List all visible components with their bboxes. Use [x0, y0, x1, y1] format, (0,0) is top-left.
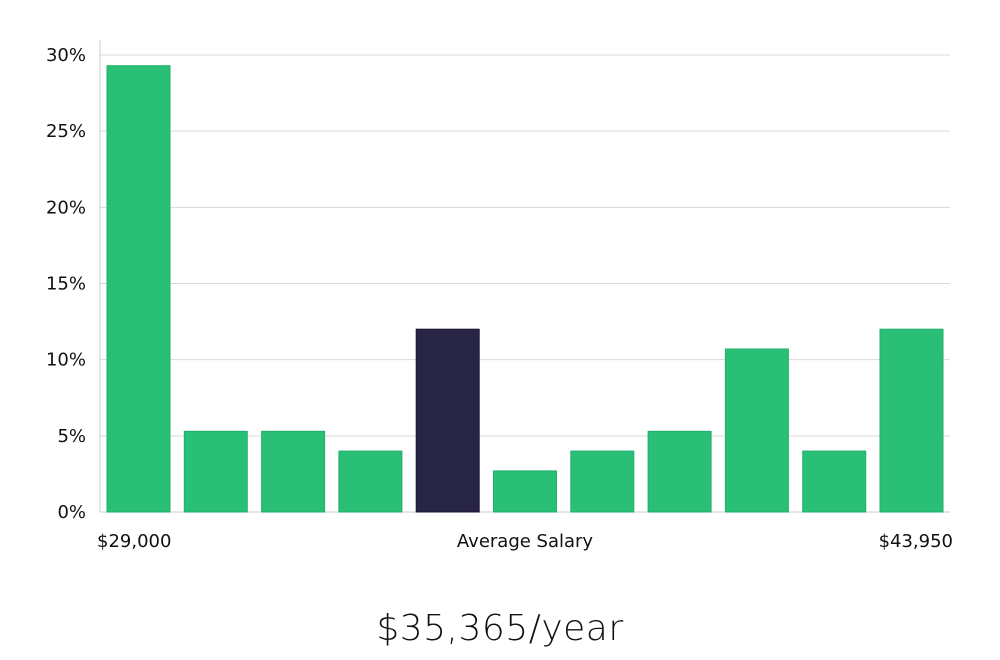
bar — [802, 450, 867, 513]
bar — [647, 430, 712, 513]
y-tick-label: 15% — [46, 274, 86, 295]
gridlines — [100, 54, 950, 437]
bar — [106, 65, 171, 513]
bar — [493, 470, 557, 513]
bars — [106, 65, 944, 513]
x-axis-label: Average Salary — [457, 531, 594, 552]
bar — [338, 450, 403, 513]
y-tick-label: 0% — [57, 502, 86, 523]
y-axis-ticks: 0% 5% 10% 15% 20% 25% 30% — [46, 45, 86, 523]
bar — [183, 430, 248, 513]
bar — [724, 348, 789, 513]
y-tick-label: 25% — [46, 121, 86, 142]
bar-highlighted — [415, 328, 480, 513]
bar — [261, 430, 326, 513]
salary-histogram: 0% 5% 10% 15% 20% 25% 30% $29,000 Average Sala… — [46, 40, 953, 552]
y-tick-label: 20% — [46, 197, 86, 218]
bar — [879, 328, 944, 513]
y-tick-label: 5% — [57, 426, 86, 447]
x-min-label: $29,000 — [97, 531, 171, 552]
average-salary-value: $35,365/year — [376, 608, 624, 649]
bar — [570, 450, 635, 513]
y-tick-label: 10% — [46, 350, 86, 371]
x-max-label: $43,950 — [879, 531, 953, 552]
y-tick-label: 30% — [46, 45, 86, 66]
